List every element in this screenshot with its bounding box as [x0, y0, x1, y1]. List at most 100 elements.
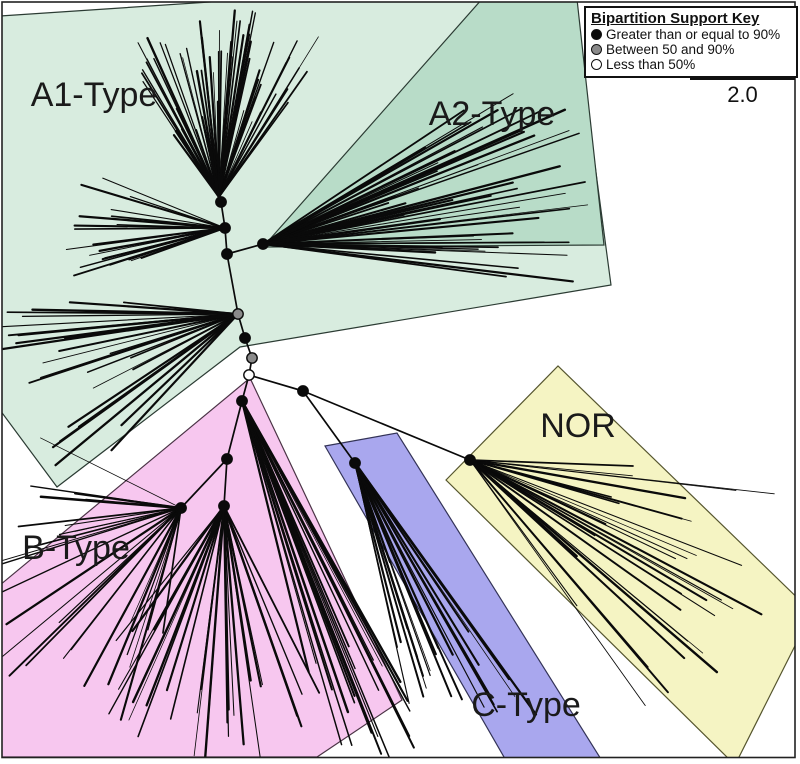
branch — [241, 400, 343, 746]
branch — [107, 506, 183, 686]
branch — [193, 505, 225, 757]
branch — [223, 505, 230, 737]
branch — [2, 507, 182, 658]
branch — [218, 101, 289, 198]
branch — [353, 461, 538, 716]
branch — [261, 216, 540, 246]
branch — [262, 187, 419, 245]
branch — [64, 507, 182, 527]
internal-edge — [469, 459, 634, 467]
internal-edge — [180, 458, 228, 509]
branch — [165, 504, 226, 692]
branch — [146, 58, 220, 198]
branch — [128, 505, 225, 721]
branch — [262, 243, 479, 250]
branch — [222, 504, 303, 728]
branch — [469, 459, 677, 560]
branch — [137, 505, 225, 738]
branch — [223, 505, 261, 758]
branch — [63, 312, 240, 340]
branch — [469, 459, 578, 607]
branch — [240, 399, 310, 673]
branch — [262, 121, 472, 245]
branch — [142, 81, 220, 198]
branch — [200, 116, 221, 199]
branch — [469, 459, 775, 495]
branch — [164, 43, 220, 198]
support-node-high — [218, 500, 230, 512]
internal-edge — [262, 181, 586, 245]
branch — [119, 506, 183, 721]
legend-item-label: Less than 50% — [606, 57, 696, 72]
branch — [39, 495, 183, 510]
branch — [204, 504, 226, 758]
branch — [30, 485, 182, 509]
support-mid-icon — [591, 44, 602, 55]
b-left-fan-up — [17, 437, 183, 549]
branch — [469, 459, 692, 522]
region-label-a1: A1-Type — [31, 76, 158, 114]
branch — [241, 400, 353, 746]
branch — [261, 181, 514, 246]
branch — [101, 226, 227, 261]
region-label-a2: A2-Type — [429, 95, 556, 133]
branch — [217, 9, 236, 199]
region-label-nor: NOR — [540, 407, 616, 445]
support-low-icon — [591, 59, 602, 70]
a2-fan — [261, 93, 589, 283]
a1-top-fan — [137, 9, 319, 199]
branch — [17, 507, 182, 528]
branch — [218, 33, 251, 198]
branch — [261, 129, 522, 246]
branch — [354, 462, 516, 697]
branch — [262, 150, 456, 245]
branch — [354, 462, 431, 677]
legend-title: Bipartition Support Key — [591, 10, 760, 27]
a1-left-lower-fan — [2, 301, 240, 467]
support-node-high — [464, 454, 476, 466]
support-node-high — [219, 222, 231, 234]
support-node-high — [297, 385, 309, 397]
branch — [130, 313, 239, 359]
branch — [42, 313, 239, 364]
branch — [354, 462, 495, 706]
branch — [218, 121, 253, 198]
support-high-icon — [591, 29, 602, 40]
internal-edge — [302, 390, 471, 461]
branch — [469, 459, 743, 566]
legend-item-low: Less than 50% — [591, 57, 791, 72]
region-label-c: C-Type — [471, 686, 581, 724]
branch — [31, 308, 240, 316]
branch — [153, 57, 220, 198]
branch — [129, 195, 226, 229]
branch — [26, 507, 182, 549]
branch — [469, 459, 649, 668]
branch — [469, 459, 682, 611]
branch — [80, 183, 227, 230]
branch — [77, 312, 240, 428]
b-left-fan-down — [2, 506, 183, 721]
branch — [223, 505, 303, 695]
branch — [261, 232, 514, 246]
branch — [58, 313, 239, 352]
branch — [469, 459, 633, 477]
nor-fan — [468, 458, 775, 706]
branch — [240, 399, 350, 714]
branch — [68, 301, 240, 316]
branch — [92, 227, 226, 246]
branch — [89, 227, 226, 256]
support-node-high — [221, 453, 233, 465]
branch — [131, 504, 226, 704]
branch — [78, 215, 227, 230]
branch — [131, 504, 226, 633]
branch — [353, 461, 402, 644]
support-node-high — [349, 457, 361, 469]
branch — [262, 109, 465, 245]
branch — [62, 507, 182, 659]
branch — [110, 312, 240, 452]
branch — [261, 134, 536, 246]
branch — [216, 100, 221, 199]
branch — [200, 31, 220, 198]
branch — [354, 462, 463, 701]
